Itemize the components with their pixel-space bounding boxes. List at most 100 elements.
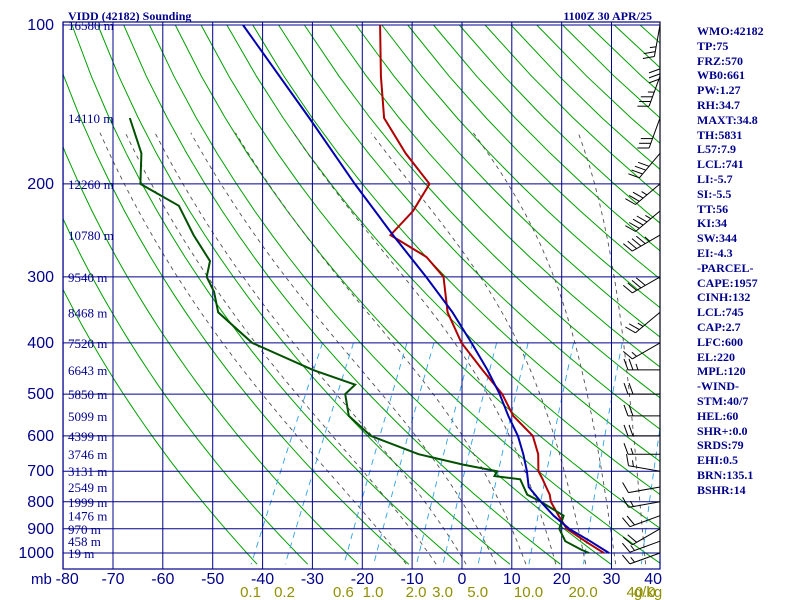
chart-title: VIDD (42182) Sounding bbox=[68, 9, 191, 23]
index-line: HEL:60 bbox=[697, 408, 739, 423]
mixing-ratio-label: 0.2 bbox=[274, 584, 295, 600]
pressure-tick-label: 500 bbox=[27, 386, 54, 403]
index-line: MPL:120 bbox=[697, 364, 746, 379]
temperature-tick-label: 20 bbox=[553, 571, 571, 588]
barb-staff bbox=[628, 465, 661, 472]
barb-feather bbox=[635, 235, 646, 244]
height-label: 12260 m bbox=[68, 177, 114, 192]
barb-feather bbox=[636, 215, 648, 223]
barb-half-feather bbox=[645, 214, 652, 220]
height-label: 2549 m bbox=[68, 480, 107, 495]
mixing-ratio-label: g/kg bbox=[634, 584, 662, 600]
wind-barb bbox=[637, 76, 661, 107]
pressure-tick-label: 200 bbox=[27, 176, 54, 193]
height-label: 5850 m bbox=[68, 387, 107, 402]
index-line: CAPE:1957 bbox=[697, 275, 758, 290]
height-label: 4399 m bbox=[68, 429, 107, 444]
wind-barb bbox=[622, 342, 661, 360]
moist-adiabat bbox=[235, 132, 527, 565]
barb-feather bbox=[622, 542, 631, 553]
index-line: SHR+:0.0 bbox=[697, 423, 748, 438]
mixing-ratio-line bbox=[477, 342, 529, 565]
barb-half-feather bbox=[644, 236, 650, 242]
dry-adiabat bbox=[278, 24, 660, 430]
barb-feather bbox=[623, 382, 629, 395]
barb-half-feather bbox=[629, 500, 634, 507]
dry-adiabat bbox=[71, 24, 460, 565]
barb-feather bbox=[628, 173, 640, 179]
dry-adiabat bbox=[381, 24, 660, 309]
barb-staff bbox=[629, 552, 661, 565]
height-label: 1476 m bbox=[68, 509, 107, 524]
dry-adiabat bbox=[174, 24, 660, 564]
index-line: WB0:661 bbox=[697, 68, 745, 83]
index-line: LCL:741 bbox=[697, 157, 744, 172]
barb-feather bbox=[626, 515, 635, 526]
barb-half-feather bbox=[649, 46, 657, 49]
barb-staff bbox=[648, 117, 661, 149]
wind-barb bbox=[622, 276, 661, 294]
index-line: MAXT:34.8 bbox=[697, 112, 758, 127]
pressure-tick-label: 1000 bbox=[18, 545, 54, 562]
pressure-tick-label: 600 bbox=[27, 428, 54, 445]
index-line: BSHR:14 bbox=[697, 482, 746, 497]
mixing-ratio-line bbox=[373, 342, 435, 565]
dry-adiabat bbox=[252, 24, 660, 463]
barb-staff bbox=[653, 24, 661, 57]
index-line: FRZ:570 bbox=[697, 53, 743, 68]
wind-barb bbox=[622, 515, 661, 528]
index-line: TT:56 bbox=[697, 201, 729, 216]
wind-barb bbox=[623, 382, 660, 395]
wind-barb bbox=[622, 496, 661, 508]
temperature-tick-label: -70 bbox=[101, 571, 124, 588]
dry-adiabat bbox=[63, 288, 258, 565]
wind-barb bbox=[648, 46, 661, 84]
height-label: 5099 m bbox=[68, 409, 107, 424]
dry-adiabat bbox=[63, 217, 309, 565]
barb-feather bbox=[622, 285, 633, 294]
height-label: 458 m bbox=[68, 534, 101, 549]
pressure-tick-label: 800 bbox=[27, 494, 54, 511]
index-line: EI:-4.3 bbox=[697, 245, 733, 260]
series-line-0 bbox=[379, 24, 605, 554]
barb-feather bbox=[625, 225, 636, 232]
index-line: SI:-5.5 bbox=[697, 186, 732, 201]
barb-feather bbox=[635, 277, 646, 286]
temperature-tick-label: 0 bbox=[458, 571, 467, 588]
barb-feather bbox=[625, 326, 636, 334]
temperature-tick-label: -10 bbox=[401, 571, 424, 588]
wind-barb bbox=[625, 311, 661, 334]
barb-half-feather bbox=[631, 351, 637, 357]
mixing-ratio-line bbox=[442, 342, 498, 565]
barb-feather bbox=[622, 243, 633, 252]
pressure-tick-label: 100 bbox=[27, 17, 54, 34]
wind-barb bbox=[626, 454, 661, 472]
moist-adiabat bbox=[190, 132, 497, 565]
moist-adiabat bbox=[293, 132, 557, 565]
barb-staff bbox=[635, 210, 661, 232]
traces bbox=[128, 24, 610, 554]
barb-staff bbox=[648, 76, 661, 107]
barb-feather bbox=[628, 404, 634, 417]
height-label: 14110 m bbox=[68, 111, 113, 126]
barb-feather bbox=[648, 73, 661, 79]
index-line: LI:-5.7 bbox=[697, 171, 733, 186]
barb-half-feather bbox=[630, 448, 634, 455]
barb-feather bbox=[625, 198, 636, 205]
height-label: 9540 m bbox=[68, 270, 107, 285]
moist-adiabat bbox=[99, 132, 407, 565]
barb-half-feather bbox=[630, 545, 635, 551]
index-line: STM:40/7 bbox=[697, 393, 749, 408]
mixing-ratio-label: 40.0 bbox=[626, 584, 655, 600]
barb-feather bbox=[628, 424, 634, 437]
wind-barb bbox=[622, 552, 661, 565]
index-line: -WIND- bbox=[697, 379, 739, 394]
index-line: RH:34.7 bbox=[697, 97, 740, 112]
mixing-ratio-label: 0.1 bbox=[240, 584, 261, 600]
wind-barb bbox=[623, 358, 660, 371]
barb-staff bbox=[635, 311, 661, 334]
barb-feather bbox=[623, 424, 629, 437]
index-line: CAP:2.7 bbox=[697, 319, 741, 334]
mixing-ratio-label: 1.0 bbox=[363, 584, 384, 600]
